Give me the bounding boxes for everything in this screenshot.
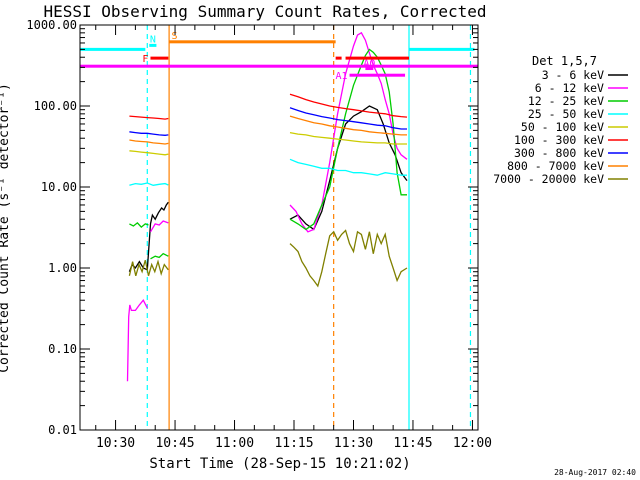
legend-label-2: 12 - 25 keV [528, 94, 604, 108]
legend-label-5: 100 - 300 keV [514, 133, 604, 147]
y-tick-label-0: 1000.00 [26, 18, 77, 32]
series-line-2-seg-1 [150, 252, 169, 260]
flag-label-9: A0 [363, 59, 375, 70]
flag-bar-7 [80, 64, 478, 68]
x-tick-label-0: 10:30 [96, 436, 135, 451]
series-line-0-seg-1 [289, 105, 408, 231]
flag-label-2: N [150, 34, 156, 45]
legend-label-6: 300 - 800 keV [514, 146, 604, 160]
series-line-5-seg-0 [129, 115, 169, 120]
legend-label-7: 800 - 7000 keV [507, 159, 604, 173]
series-line-7-seg-1 [289, 115, 407, 136]
x-axis: 10:30 10:45 11:00 11:15 11:30 11:45 12:00 [95, 25, 492, 451]
flag-bar-1 [409, 47, 475, 51]
y-axis: 1000.00 100.00 10.00 1.00 0.10 0.01 [26, 18, 478, 437]
footer-date: 28-Aug-2017 02:40 [554, 468, 636, 477]
series-line-1-seg-2 [289, 31, 408, 233]
flag-bar-3 [169, 40, 336, 44]
x-tick-label-5: 11:45 [393, 436, 432, 451]
x-tick-label-2: 11:00 [215, 436, 254, 451]
y-axis-label: Corrected Count Rate (s⁻¹ detector⁻¹) [0, 83, 12, 373]
series-line-8-seg-0 [128, 259, 169, 276]
y-tick-label-5: 0.01 [48, 423, 77, 437]
series-line-2-seg-2 [289, 48, 407, 231]
series-line-5-seg-1 [289, 93, 408, 118]
y-tick-label-2: 10.00 [41, 180, 77, 194]
y-tick-label-3: 1.00 [48, 261, 77, 275]
series-line-3-seg-1 [289, 158, 407, 176]
plot-area: N S F A1 A0 [79, 24, 479, 431]
series-line-3-seg-0 [129, 182, 169, 186]
series-line-6-seg-0 [129, 131, 169, 136]
flag-label-8: A1 [335, 71, 347, 82]
x-tick-label-4: 11:30 [334, 436, 373, 451]
x-tick-label-3: 11:15 [274, 436, 313, 451]
series-line-2-seg-0 [129, 222, 149, 228]
flag-bar-9 [365, 67, 374, 71]
y-tick-label-4: 0.10 [48, 342, 77, 356]
series-line-4-seg-1 [289, 131, 407, 145]
flag-label-3: S [171, 31, 177, 42]
legend-label-8: 7000 - 20000 keV [493, 172, 604, 186]
series-line-7-seg-0 [129, 139, 169, 145]
chart-title: HESSI Observing Summary Count Rates, Cor… [43, 2, 486, 21]
legend-label-1: 6 - 12 keV [535, 81, 604, 95]
series-line-1-seg-1 [149, 220, 169, 233]
data-lines [126, 31, 408, 382]
flag-bar-4 [150, 56, 169, 60]
y-tick-label-1: 100.00 [34, 99, 77, 113]
series-line-6-seg-1 [289, 107, 407, 130]
legend-label-4: 50 - 100 keV [521, 120, 604, 134]
flag-bar-2 [149, 43, 157, 47]
legend-label-0: 3 - 6 keV [542, 68, 604, 82]
x-tick-label-6: 12:00 [453, 436, 492, 451]
flag-bar-0 [80, 47, 146, 51]
legend-title: Det 1,5,7 [532, 54, 597, 68]
flag-label-4: F [142, 54, 148, 65]
series-line-0-seg-0 [128, 201, 169, 272]
series-line-8-seg-1 [289, 229, 408, 288]
plot-frame [79, 24, 479, 431]
series-line-4-seg-0 [129, 150, 169, 156]
series-line-1-seg-0 [126, 299, 148, 382]
flag-bar-6 [345, 56, 410, 60]
x-tick-label-1: 10:45 [155, 436, 194, 451]
flag-bar-5 [335, 56, 342, 60]
x-axis-label: Start Time (28-Sep-15 10:21:02) [149, 456, 410, 472]
legend-label-3: 25 - 50 keV [528, 107, 604, 121]
flag-bar-8 [349, 73, 406, 77]
